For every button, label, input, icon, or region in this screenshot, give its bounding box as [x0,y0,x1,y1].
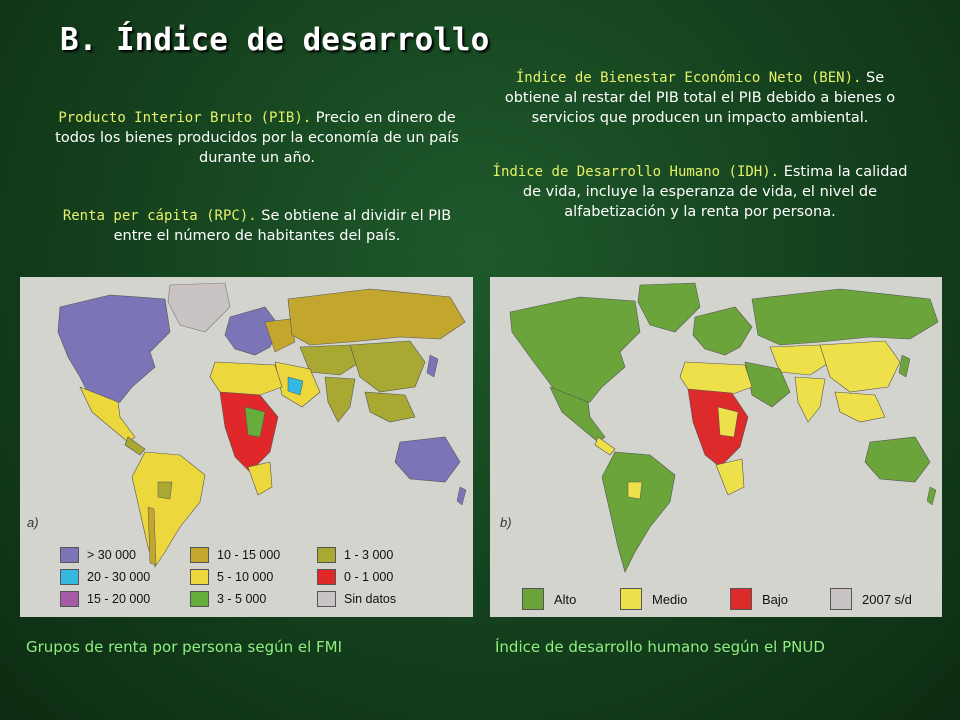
region-southern-africa [715,458,745,496]
map-a-caption: Grupos de renta por persona según el FMI [26,638,343,656]
region-china [349,340,426,393]
region-greenland [637,282,701,333]
map-b-caption: Índice de desarrollo humano según el PNU… [495,638,825,656]
legend-label: Bajo [762,591,789,607]
region-europe [224,306,281,356]
legend-item: Sin datos [317,591,396,607]
map-human-development: b) Alto Medio Bajo 2007 s/d [490,277,942,617]
legend-swatch [190,591,209,607]
legend-item: 15 - 20 000 [60,591,150,607]
legend-swatch [522,588,544,610]
region-bolivia [157,481,173,500]
region-australia [394,436,461,483]
map-a-label: a) [27,515,39,530]
legend-swatch [60,569,79,585]
legend-item: 20 - 30 000 [60,569,150,585]
region-greenland [167,282,231,333]
region-bolivia [627,481,643,500]
region-central-america [594,436,616,456]
legend-swatch [317,547,336,563]
legend-label: 10 - 15 000 [217,548,281,562]
region-japan [426,354,439,378]
region-middle-east [744,361,791,408]
legend-swatch [830,588,852,610]
definition-rpc: Renta per cápita (RPC). Se obtiene al di… [50,206,464,246]
region-japan [898,354,911,378]
legend-label: 15 - 20 000 [87,592,151,606]
map-b-label: b) [500,515,512,530]
legend-swatch [190,547,209,563]
region-australia [864,436,931,483]
region-new-zealand [926,486,937,506]
definition-term: Renta per cápita (RPC). [62,208,257,224]
legend-swatch [317,591,336,607]
region-central-america [124,436,146,456]
region-southeast-asia [834,391,886,423]
legend-label: Medio [652,591,688,607]
legend-label: 1 - 3 000 [344,548,394,562]
legend-item: > 30 000 [60,547,136,563]
region-india [324,376,356,423]
legend-item: 10 - 15 000 [190,547,280,563]
legend-item: 0 - 1 000 [317,569,393,585]
legend-label: > 30 000 [87,548,137,562]
region-central-asia [769,344,831,376]
definition-text: Estima la calidad de vida, incluye la es… [522,164,908,220]
region-russia [287,288,466,346]
world-map-income [20,277,473,617]
definition-text: Precio en dinero de todos los bienes pro… [55,110,459,166]
region-gulf [287,376,304,396]
region-africa-mixed [244,406,266,438]
definition-text: Se obtiene al dividir el PIB entre el nú… [113,208,452,244]
region-europe [692,306,753,356]
region-india [794,376,826,423]
legend-swatch [60,547,79,563]
region-chile [147,506,157,566]
legend-label: 3 - 5 000 [217,592,267,606]
legend-item: Alto [522,588,576,610]
legend-label: Alto [554,591,577,607]
legend-swatch [317,569,336,585]
legend-label: 2007 s/d [862,591,912,607]
legend-swatch [60,591,79,607]
definition-idh: Índice de Desarrollo Humano (IDH). Estim… [490,162,910,222]
region-southeast-asia [364,391,416,423]
legend-label: 20 - 30 000 [87,570,151,584]
legend-swatch [730,588,752,610]
region-north-america [509,296,641,408]
legend-label: 5 - 10 000 [217,570,274,584]
region-south-america [601,451,676,573]
definition-pib: Producto Interior Bruto (PIB). Precio en… [52,108,462,168]
region-north-america [57,294,171,408]
definition-term: Producto Interior Bruto (PIB). [58,110,312,126]
legend-label: Sin datos [344,592,397,606]
region-new-zealand [456,486,467,506]
legend-item: Bajo [730,588,788,610]
region-russia [751,288,939,346]
definition-term: Índice de Bienestar Económico Neto (BEN)… [515,70,862,86]
map-income-groups: a) > 30 000 20 - 30 000 15 - 20 000 10 -… [20,277,473,617]
region-africa-medium [717,406,739,438]
region-north-africa [209,361,283,396]
region-central-africa [687,388,749,468]
region-central-asia [299,344,361,376]
legend-item: 3 - 5 000 [190,591,266,607]
page-title: B. Índice de desarrollo [60,22,490,58]
world-map-hdi [490,277,942,617]
legend-swatch [190,569,209,585]
region-eastern-europe [264,318,296,353]
region-china [819,340,901,393]
definition-ben: Índice de Bienestar Económico Neto (BEN)… [490,68,910,128]
definition-text: Se obtiene al restar del PIB total el PI… [504,70,896,126]
legend-item: Medio [620,588,687,610]
legend-swatch [620,588,642,610]
region-southern-africa [247,461,273,496]
definition-term: Índice de Desarrollo Humano (IDH). [492,164,780,180]
legend-label: 0 - 1 000 [344,570,394,584]
legend-item: 2007 s/d [830,588,912,610]
legend-item: 1 - 3 000 [317,547,393,563]
legend-item: 5 - 10 000 [190,569,273,585]
